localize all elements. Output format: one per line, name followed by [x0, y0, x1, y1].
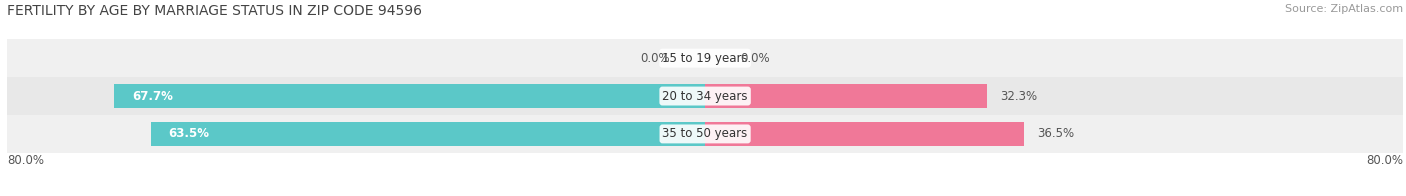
Text: 20 to 34 years: 20 to 34 years — [662, 90, 748, 103]
Text: 80.0%: 80.0% — [1367, 154, 1403, 167]
Bar — [706, 122, 1024, 146]
Text: FERTILITY BY AGE BY MARRIAGE STATUS IN ZIP CODE 94596: FERTILITY BY AGE BY MARRIAGE STATUS IN Z… — [7, 4, 422, 18]
Text: Source: ZipAtlas.com: Source: ZipAtlas.com — [1285, 4, 1403, 14]
Bar — [114, 84, 706, 108]
Text: 0.0%: 0.0% — [641, 52, 671, 65]
Text: 36.5%: 36.5% — [1036, 127, 1074, 140]
Bar — [150, 122, 706, 146]
Text: 0.0%: 0.0% — [740, 52, 769, 65]
Text: 15 to 19 years: 15 to 19 years — [662, 52, 748, 65]
Bar — [7, 115, 1403, 153]
Text: 63.5%: 63.5% — [169, 127, 209, 140]
Text: 32.3%: 32.3% — [1000, 90, 1038, 103]
Text: 67.7%: 67.7% — [132, 90, 173, 103]
Text: 35 to 50 years: 35 to 50 years — [662, 127, 748, 140]
Bar — [7, 39, 1403, 77]
Text: 80.0%: 80.0% — [7, 154, 44, 167]
Bar — [7, 77, 1403, 115]
Bar — [706, 84, 987, 108]
